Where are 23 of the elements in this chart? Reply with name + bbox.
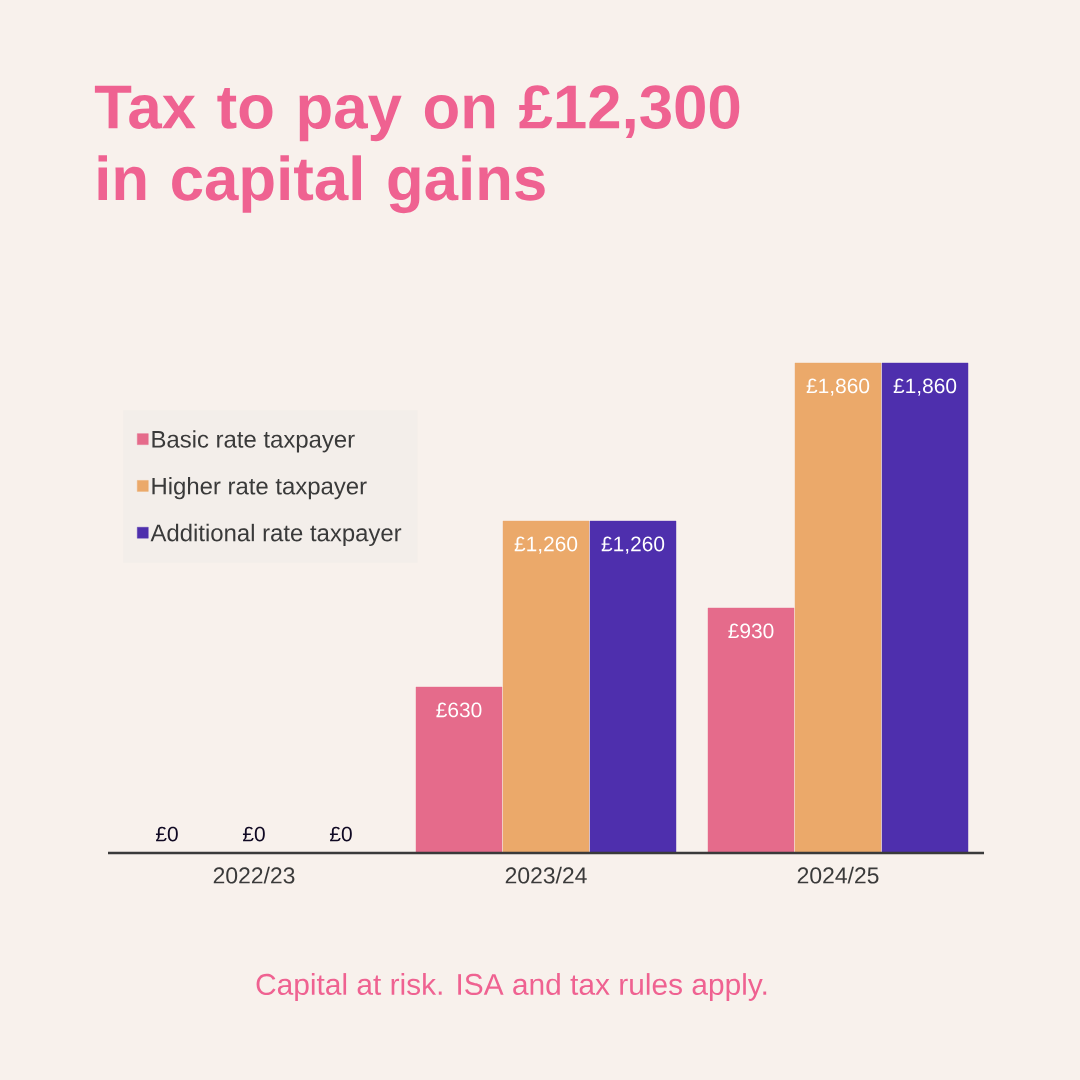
data-label: £1,860: [893, 378, 957, 396]
text: Capital at risk. ISA and tax rules apply.: [256, 973, 767, 1001]
data-label: £630: [436, 702, 482, 718]
data-label: £1,260: [601, 536, 665, 554]
legend-label: Basic rate taxpayer: [152, 430, 355, 453]
data-label: £930: [728, 623, 774, 639]
data-label: £1,860: [806, 378, 870, 396]
bar: [794, 362, 882, 854]
data-label: £1,260: [514, 536, 578, 554]
bar: [415, 686, 503, 854]
legend-label: Additional rate taxpayer: [150, 523, 402, 547]
x-tick-label: 2023/24: [505, 866, 587, 884]
data-label: £0: [329, 826, 352, 842]
chart-title: Tax to pay on £12,300 in capital gains: [94, 85, 740, 214]
bar: [881, 362, 969, 854]
bar: [502, 520, 590, 854]
legend-label: Higher rate taxpayer: [152, 477, 367, 500]
x-tick-label: 2022/23: [213, 866, 295, 884]
x-tick-label: 2024/25: [797, 866, 879, 884]
bar: [589, 520, 677, 854]
data-label: £0: [155, 826, 178, 842]
bar: [707, 607, 795, 854]
data-label: £0: [242, 826, 265, 842]
